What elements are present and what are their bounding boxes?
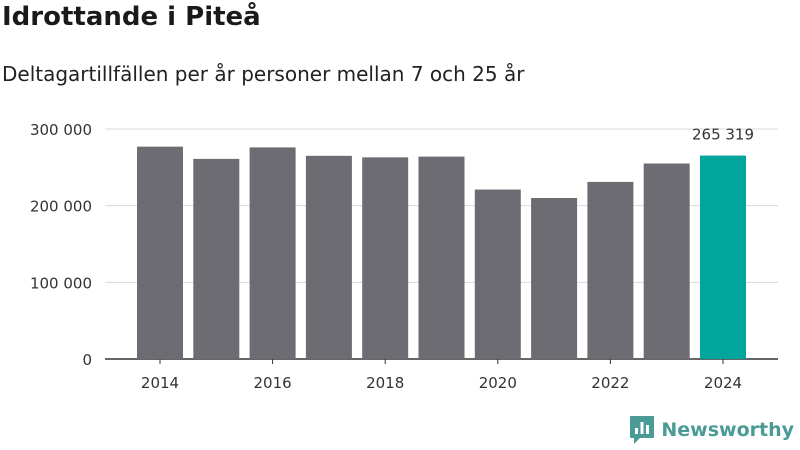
bars [137, 146, 746, 359]
newsworthy-logo-icon [630, 416, 655, 444]
x-tick-label: 2018 [366, 374, 404, 392]
chart-title: Idrottande i Piteå [2, 2, 261, 32]
y-tick-label: 100 000 [30, 274, 92, 292]
bar-2022 [587, 181, 634, 359]
x-tick-label: 2014 [141, 374, 179, 392]
bar-2024 [700, 155, 746, 359]
bar-2023 [643, 163, 690, 359]
x-tick-label: 2016 [254, 374, 292, 392]
y-tick-label: 300 000 [30, 121, 92, 139]
x-tick-label: 2020 [479, 374, 517, 392]
bar-2017 [305, 155, 352, 359]
bar-2014 [137, 146, 183, 359]
x-axis-tick-labels: 2014 2016 2018 2020 2022 2024 [141, 359, 742, 392]
y-tick-label: 200 000 [30, 198, 92, 216]
x-tick-label: 2024 [704, 374, 742, 392]
y-axis-tick-labels: 0 100 000 200 000 300 000 [30, 121, 92, 369]
chart-subtitle: Deltagartillfällen per år personer mella… [2, 62, 525, 86]
data-label: 265 319 [692, 126, 754, 144]
y-tick-label: 0 [82, 351, 92, 369]
bar-2018 [362, 157, 409, 359]
bar-2020 [474, 189, 521, 359]
data-labels: 265 319 [692, 126, 754, 144]
bar-2019 [418, 156, 465, 359]
x-tick-label: 2022 [591, 374, 629, 392]
bar-2021 [531, 198, 578, 359]
bar-2015 [193, 158, 240, 359]
bar-2016 [249, 147, 296, 359]
newsworthy-logo: Newsworthy [629, 414, 794, 446]
brand-name: Newsworthy [661, 419, 794, 441]
